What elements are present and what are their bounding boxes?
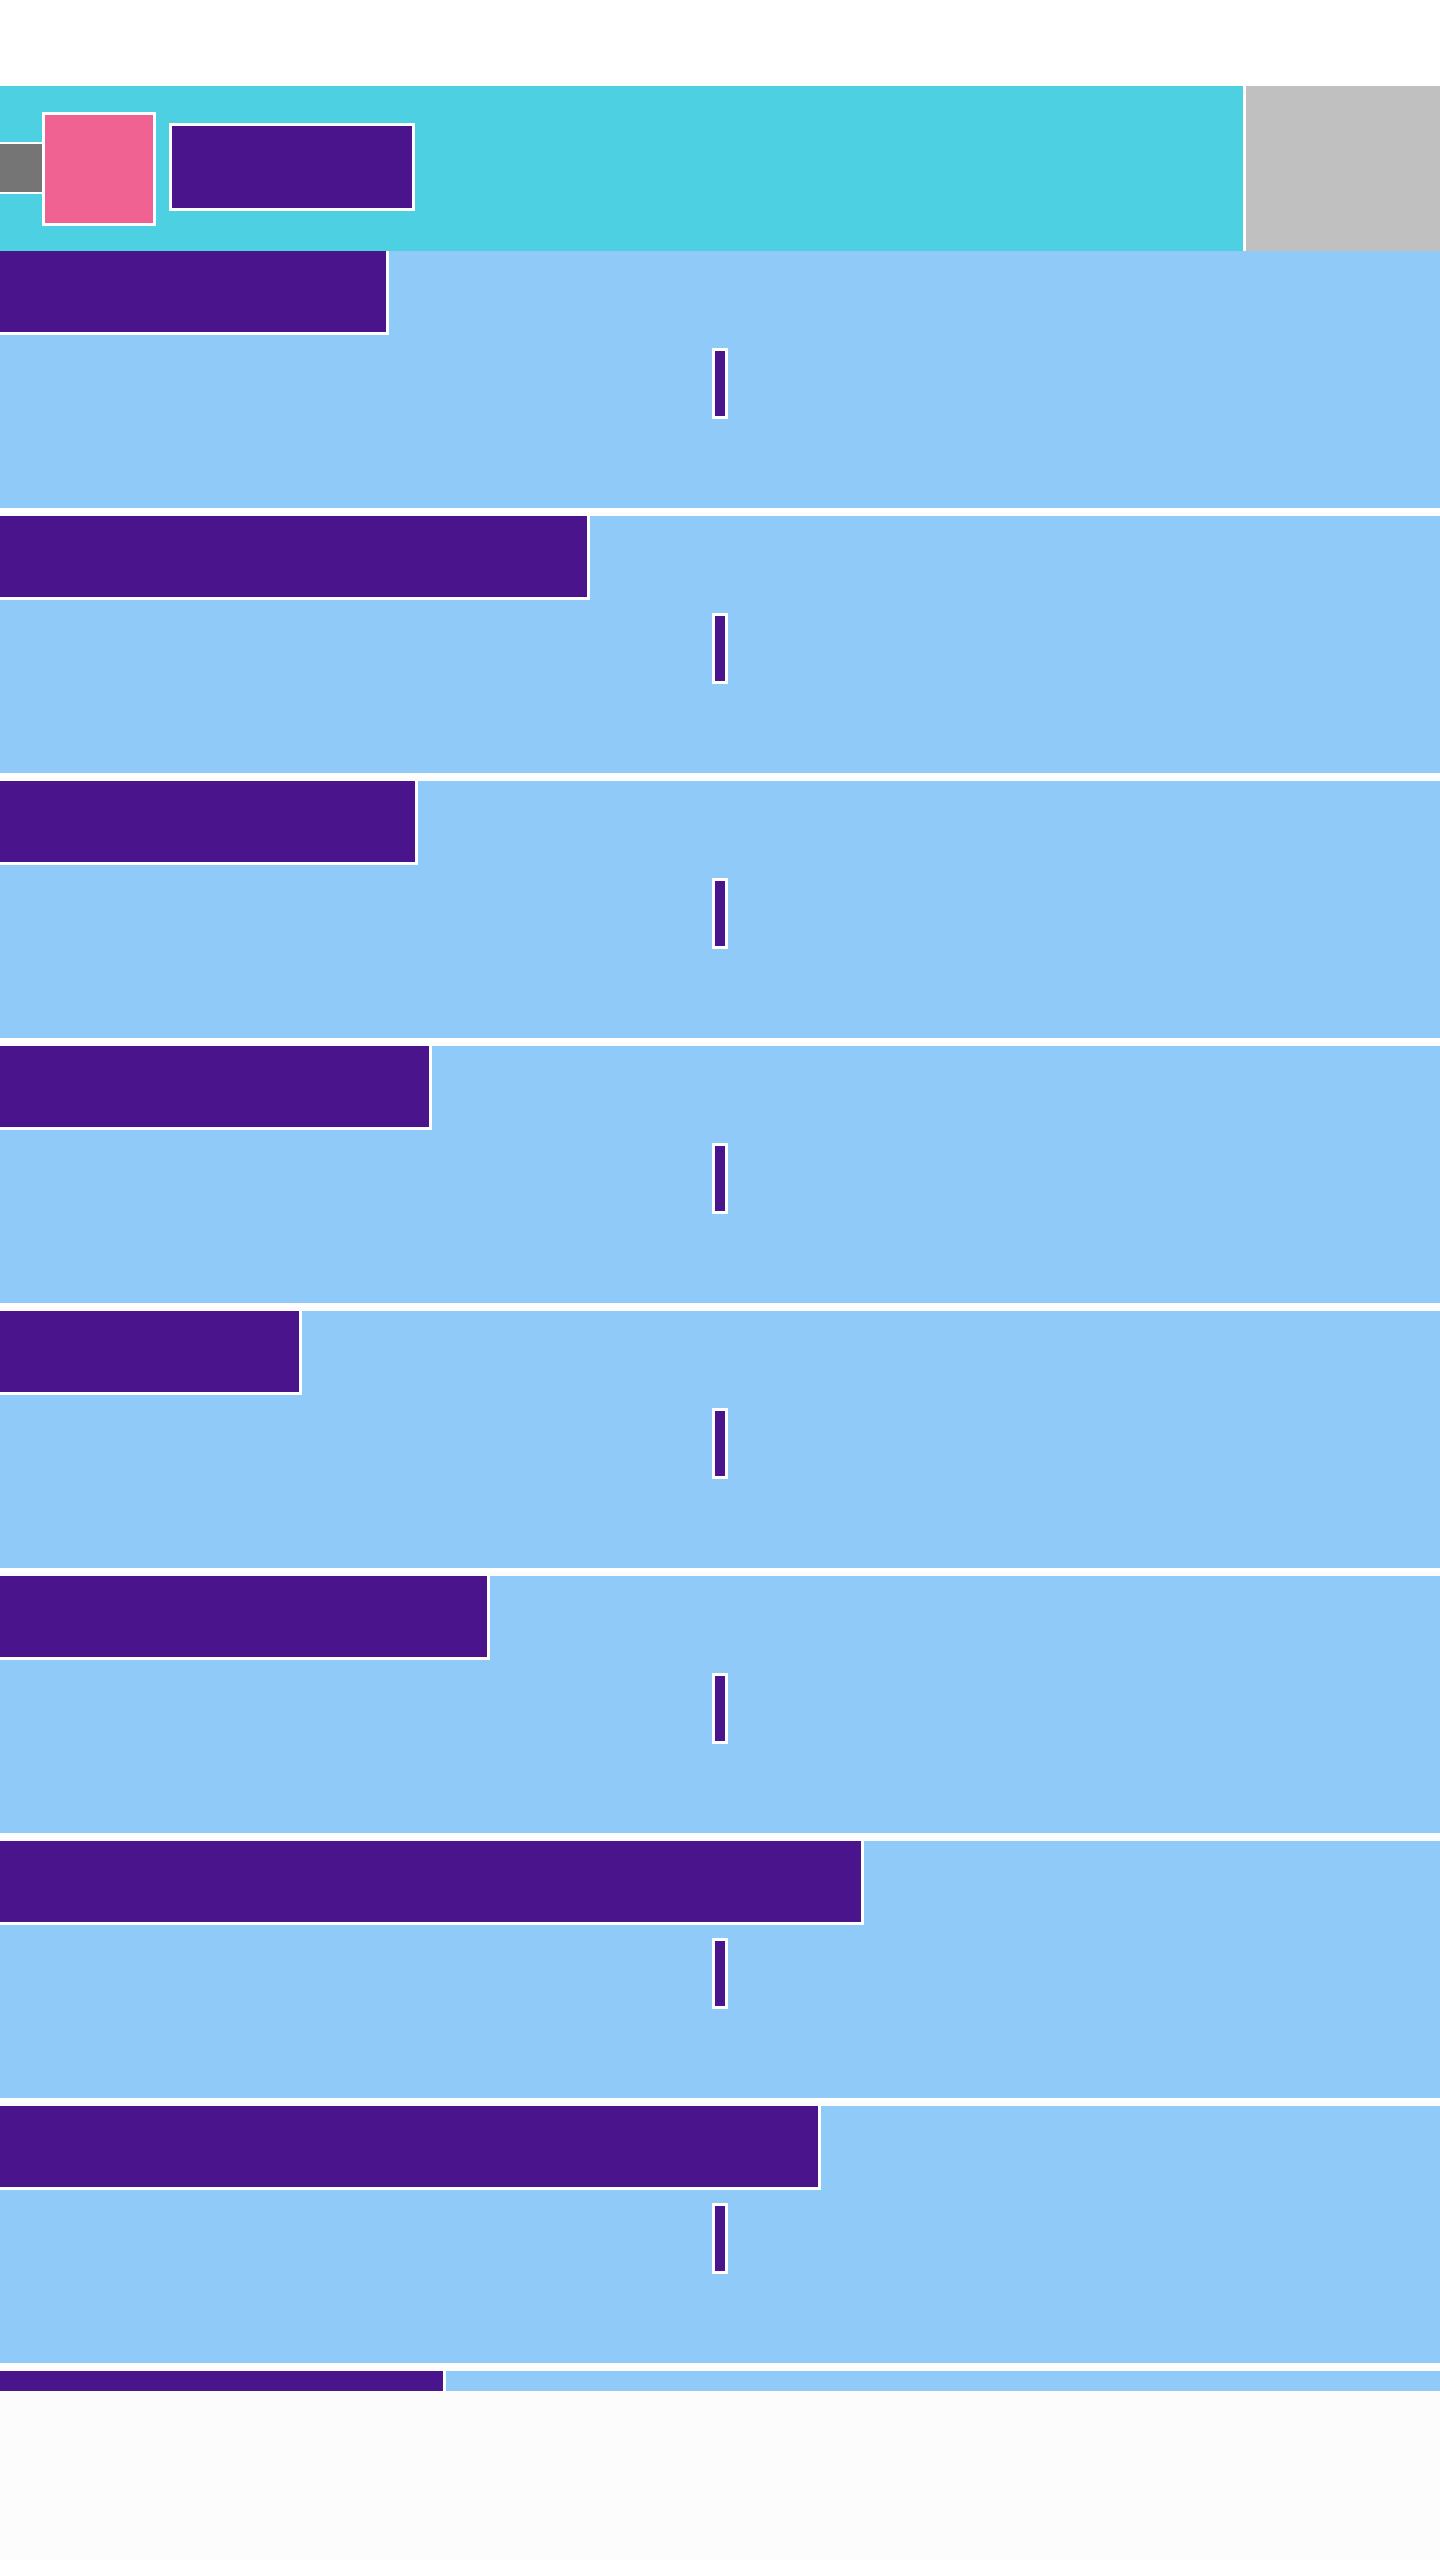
list-item-indicator <box>712 878 728 949</box>
side-panel[interactable] <box>1246 86 1440 251</box>
app-bar <box>0 86 1246 251</box>
bottom-area <box>0 2395 1440 2560</box>
list-item-title <box>0 1311 302 1395</box>
list-item[interactable] <box>0 1046 1440 1307</box>
list-item-title <box>0 251 389 335</box>
list-item-indicator <box>712 613 728 684</box>
list-item[interactable] <box>0 1311 1440 1572</box>
list-item[interactable] <box>0 1576 1440 1837</box>
navigation-handle[interactable] <box>0 142 46 194</box>
list-item-indicator <box>712 348 728 419</box>
list-item[interactable] <box>0 2371 1440 2391</box>
list-item[interactable] <box>0 516 1440 777</box>
list-item-indicator <box>712 1143 728 1214</box>
list-item[interactable] <box>0 251 1440 512</box>
list-item-indicator <box>712 1938 728 2009</box>
list-item-indicator <box>712 1673 728 1744</box>
list-item-title <box>0 2371 446 2391</box>
list-item[interactable] <box>0 2106 1440 2367</box>
app-title <box>169 123 415 211</box>
list-item-title <box>0 1576 490 1660</box>
list-item-title <box>0 781 418 865</box>
list-item-title <box>0 2106 821 2190</box>
list-item[interactable] <box>0 1841 1440 2102</box>
list-item-title <box>0 516 590 600</box>
app-logo[interactable] <box>42 112 156 226</box>
list-item-indicator <box>712 2203 728 2274</box>
list-item[interactable] <box>0 781 1440 1042</box>
status-bar <box>0 0 1440 86</box>
list-item-title <box>0 1841 864 1925</box>
list-item-title <box>0 1046 432 1130</box>
list-item-indicator <box>712 1408 728 1479</box>
